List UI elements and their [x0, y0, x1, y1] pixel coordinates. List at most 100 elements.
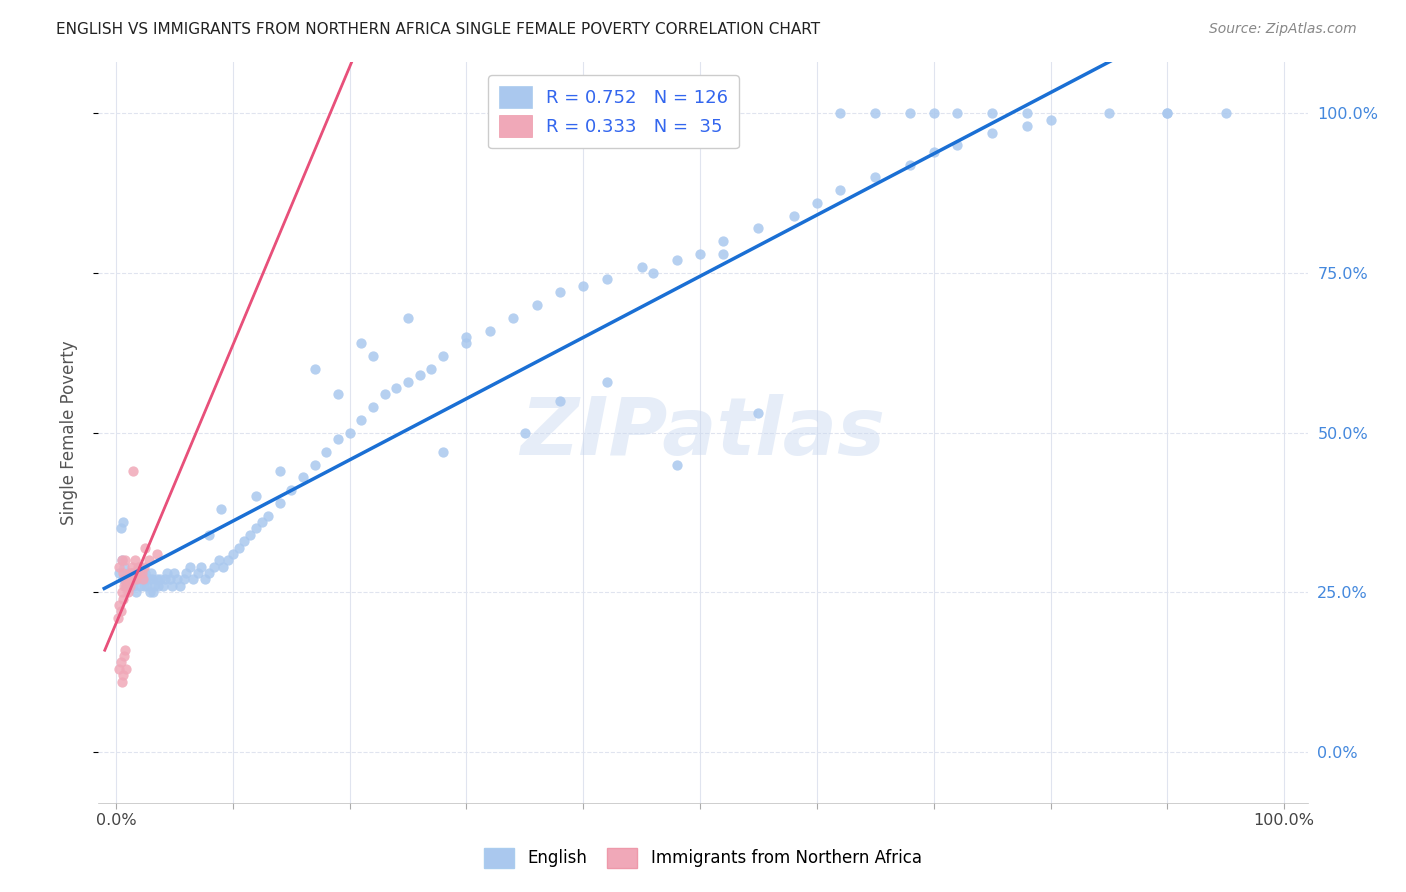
Point: [153, 573, 176, 587]
Point: [132, 559, 155, 574]
Point: [181, 573, 204, 587]
Point: [194, 573, 217, 587]
Point: [129, 559, 152, 574]
Point: [513, 425, 536, 440]
Point: [138, 553, 160, 567]
Point: [141, 573, 163, 587]
Point: [174, 566, 197, 580]
Point: [245, 490, 267, 504]
Point: [478, 324, 501, 338]
Point: [124, 553, 146, 567]
Point: [432, 349, 454, 363]
Point: [212, 559, 235, 574]
Point: [152, 579, 174, 593]
Point: [107, 611, 129, 625]
Point: [922, 106, 945, 120]
Point: [124, 573, 146, 587]
Y-axis label: Single Female Poverty: Single Female Poverty: [59, 341, 77, 524]
Point: [112, 579, 135, 593]
Point: [665, 458, 688, 472]
Point: [108, 559, 131, 574]
Point: [456, 336, 478, 351]
Point: [830, 106, 852, 120]
Point: [315, 444, 337, 458]
Point: [689, 247, 711, 261]
Point: [108, 566, 131, 580]
Point: [326, 432, 349, 446]
Point: [326, 387, 349, 401]
Point: [117, 585, 139, 599]
Point: [122, 579, 145, 593]
Point: [111, 585, 134, 599]
Point: [114, 573, 136, 587]
Point: [115, 579, 138, 593]
Point: [122, 573, 145, 587]
Point: [110, 604, 132, 618]
Point: [146, 547, 169, 561]
Point: [747, 407, 769, 421]
Point: [280, 483, 302, 497]
Point: [134, 566, 156, 580]
Point: [946, 138, 969, 153]
Point: [202, 559, 225, 574]
Point: [114, 573, 136, 587]
Point: [981, 126, 1004, 140]
Point: [128, 566, 150, 580]
Point: [245, 521, 267, 535]
Point: [146, 573, 169, 587]
Point: [233, 534, 256, 549]
Point: [146, 579, 169, 593]
Point: [125, 566, 148, 580]
Point: [1017, 106, 1039, 120]
Point: [120, 573, 142, 587]
Point: [198, 527, 221, 541]
Point: [112, 559, 135, 574]
Point: [350, 413, 373, 427]
Point: [149, 573, 172, 587]
Point: [118, 573, 141, 587]
Point: [806, 195, 828, 210]
Point: [898, 157, 921, 171]
Point: [228, 541, 250, 555]
Point: [396, 310, 419, 325]
Point: [121, 566, 143, 580]
Point: [374, 387, 396, 401]
Point: [111, 566, 134, 580]
Point: [124, 566, 146, 580]
Point: [173, 573, 195, 587]
Point: [139, 566, 162, 580]
Point: [222, 547, 245, 561]
Point: [1017, 120, 1039, 134]
Point: [456, 330, 478, 344]
Point: [865, 106, 887, 120]
Point: [209, 502, 232, 516]
Point: [179, 559, 201, 574]
Point: [187, 566, 209, 580]
Point: [1215, 106, 1237, 120]
Point: [122, 464, 145, 478]
Point: [111, 553, 134, 567]
Point: [121, 566, 143, 580]
Point: [304, 361, 326, 376]
Point: [256, 508, 278, 523]
Point: [159, 573, 181, 587]
Point: [112, 648, 135, 663]
Point: [239, 527, 262, 541]
Point: [117, 566, 139, 580]
Point: [111, 515, 134, 529]
Point: [136, 579, 159, 593]
Point: [166, 573, 188, 587]
Point: [291, 470, 314, 484]
Legend: R = 0.752   N = 126, R = 0.333   N =  35: R = 0.752 N = 126, R = 0.333 N = 35: [488, 75, 740, 148]
Point: [946, 106, 969, 120]
Point: [125, 573, 148, 587]
Point: [117, 573, 139, 587]
Point: [1039, 112, 1062, 127]
Point: [526, 298, 548, 312]
Point: [190, 559, 212, 574]
Point: [250, 515, 273, 529]
Point: [502, 310, 524, 325]
Point: [125, 585, 148, 599]
Point: [747, 221, 769, 235]
Point: [114, 642, 136, 657]
